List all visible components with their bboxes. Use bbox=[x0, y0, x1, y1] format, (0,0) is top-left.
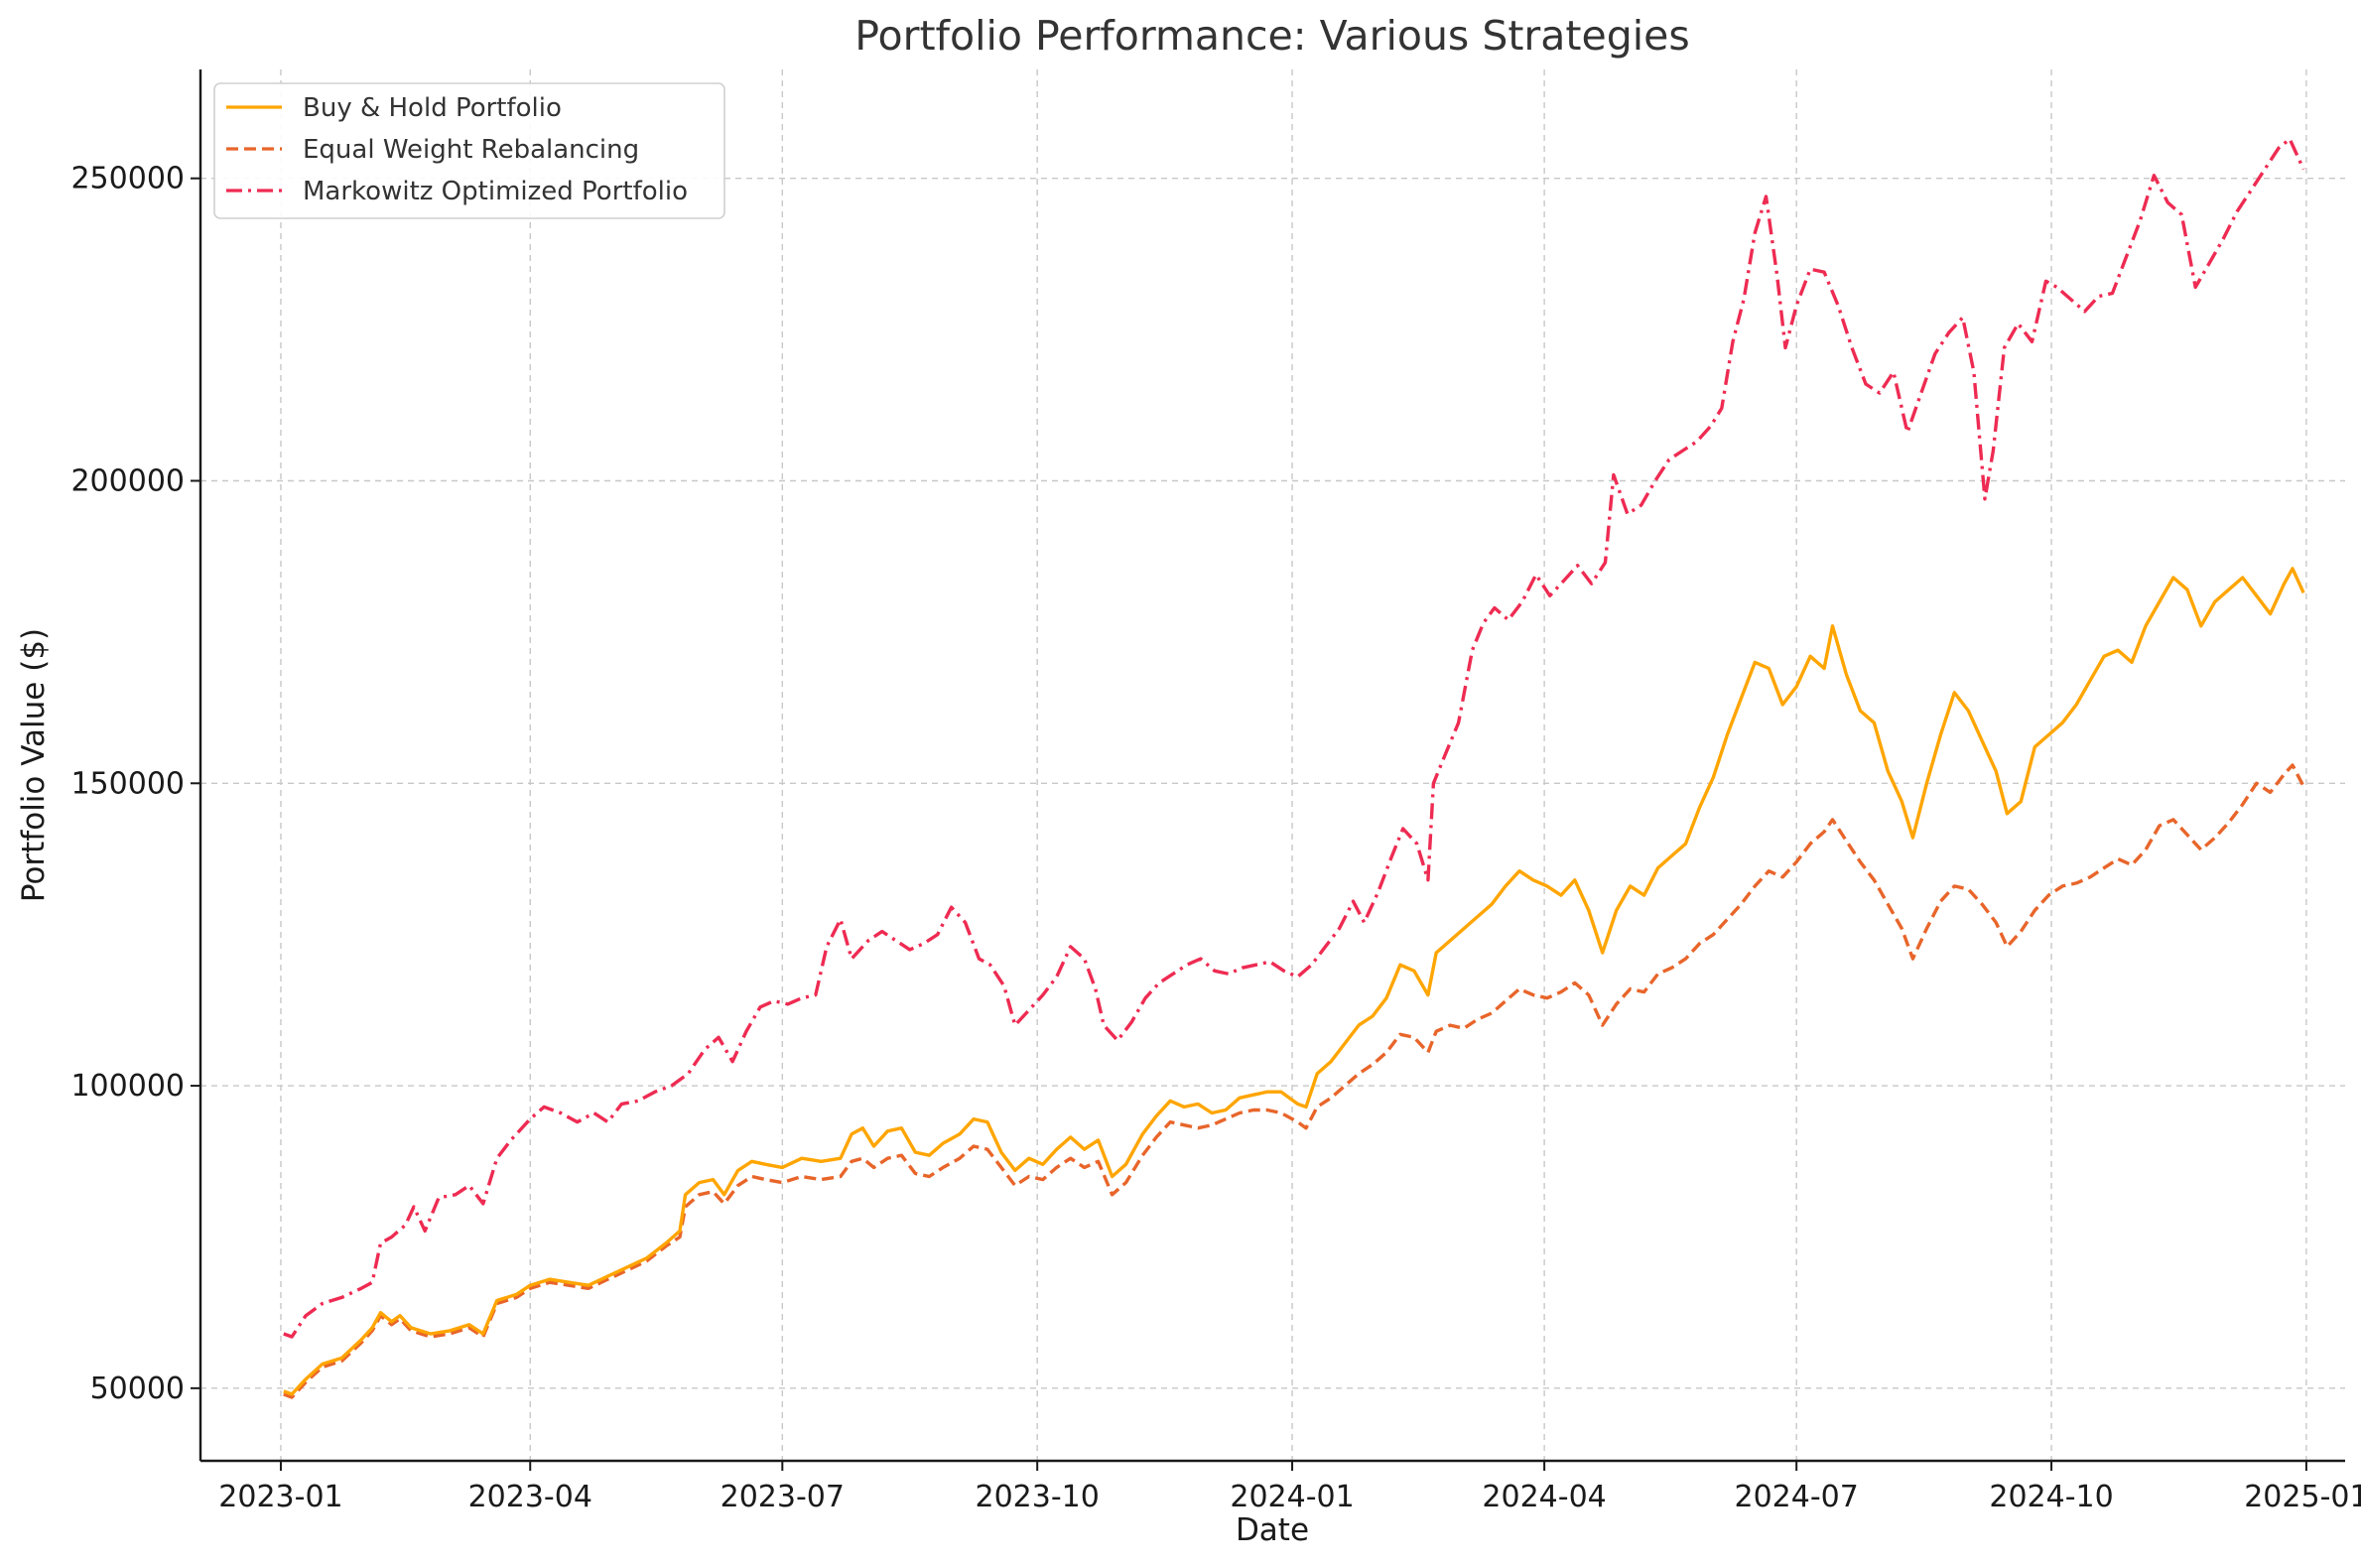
y-tick-label: 150000 bbox=[70, 766, 185, 801]
x-tick-label: 2025-01 bbox=[2244, 1480, 2361, 1514]
x-tick-label: 2024-01 bbox=[1230, 1480, 1354, 1514]
y-ticks: 50000 100000 150000 200000 250000 bbox=[70, 162, 200, 1406]
chart-title: Portfolio Performance: Various Strategie… bbox=[854, 12, 1689, 60]
legend: Buy & Hold Portfolio Equal Weight Rebala… bbox=[213, 82, 725, 219]
y-tick-label: 200000 bbox=[70, 464, 185, 499]
legend-label-buy-hold: Buy & Hold Portfolio bbox=[303, 93, 562, 123]
y-tick-label: 250000 bbox=[70, 162, 185, 196]
y-tick-label: 100000 bbox=[70, 1069, 185, 1104]
grid bbox=[200, 69, 2345, 1461]
x-tick-label: 2023-01 bbox=[218, 1480, 342, 1514]
series-line-buy-hold bbox=[283, 567, 2305, 1396]
x-tick-label: 2024-07 bbox=[1735, 1480, 1859, 1514]
legend-label-equal-weight: Equal Weight Rebalancing bbox=[303, 135, 639, 165]
series-line-markowitz bbox=[283, 137, 2305, 1339]
x-axis-label: Date bbox=[1236, 1512, 1309, 1548]
x-ticks: 2023-01 2023-04 2023-07 2023-10 2024-01 2024-… bbox=[218, 1461, 2361, 1514]
x-tick-label: 2023-07 bbox=[721, 1480, 845, 1514]
series-layer bbox=[283, 137, 2305, 1399]
x-tick-label: 2023-10 bbox=[976, 1480, 1100, 1514]
legend-frame bbox=[213, 82, 725, 219]
x-tick-label: 2024-10 bbox=[1989, 1480, 2113, 1514]
x-tick-label: 2023-04 bbox=[468, 1480, 592, 1514]
x-tick-label: 2024-04 bbox=[1482, 1480, 1606, 1514]
series-line-equal-weight bbox=[283, 763, 2305, 1399]
y-axis-label: Portfolio Value ($) bbox=[16, 628, 52, 902]
y-tick-label: 50000 bbox=[90, 1372, 185, 1406]
legend-label-markowitz: Markowitz Optimized Portfolio bbox=[303, 177, 688, 206]
